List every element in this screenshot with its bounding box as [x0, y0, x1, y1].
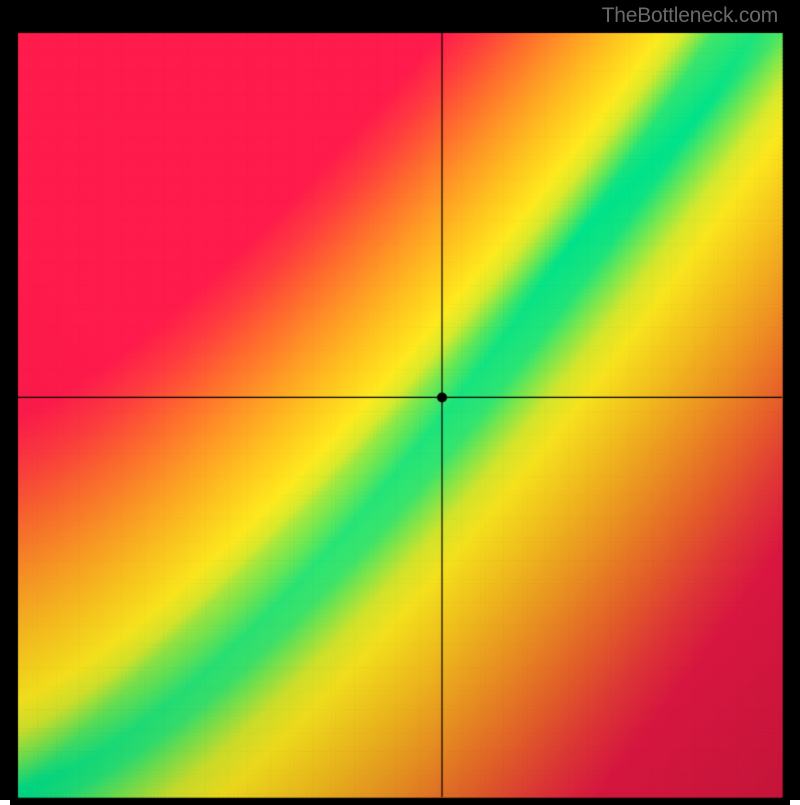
bottleneck-heatmap: [10, 25, 790, 805]
chart-container: TheBottleneck.com: [0, 0, 800, 800]
watermark-text: TheBottleneck.com: [602, 4, 778, 28]
